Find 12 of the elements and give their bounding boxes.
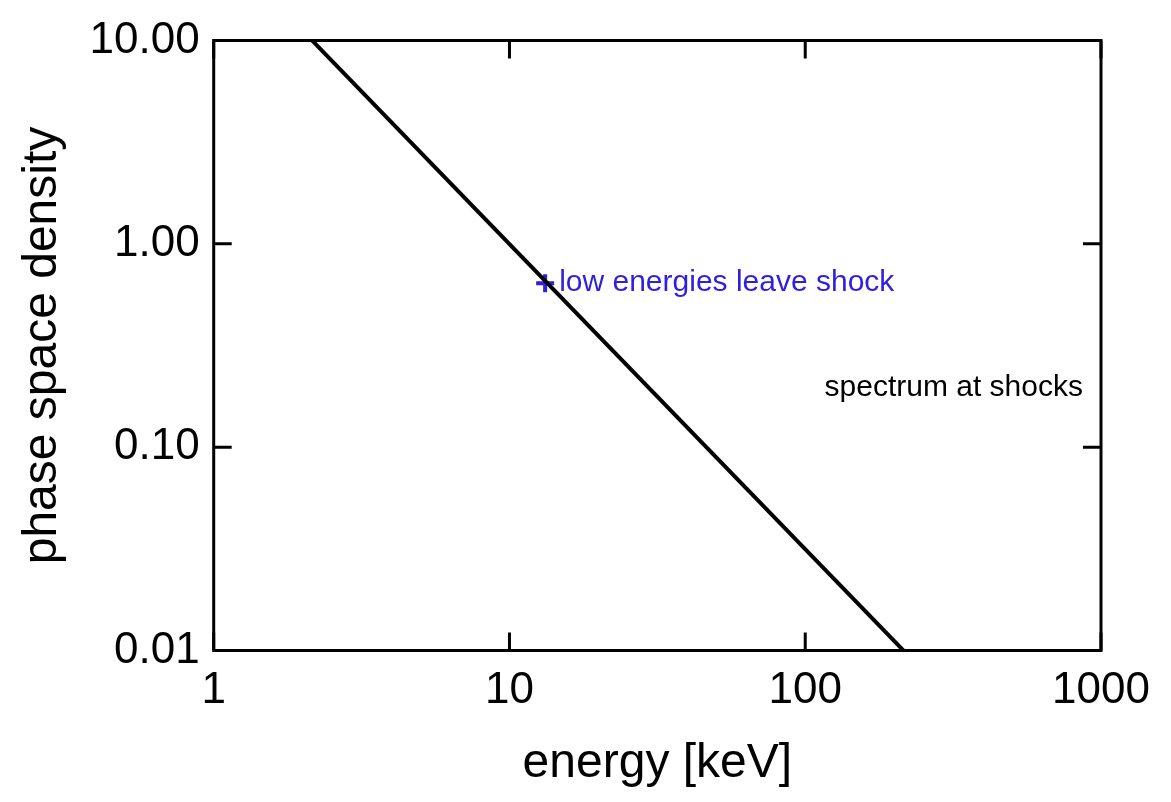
series-label: low energies leave shock	[559, 264, 896, 298]
x-axis-title: energy [keV]	[522, 734, 793, 788]
x-tick-label: 1	[201, 663, 226, 713]
x-tick-label: 1000	[1052, 663, 1150, 713]
y-tick-label: 0.01	[114, 622, 200, 672]
text: spectrum at shocks	[824, 369, 1083, 403]
y-tick-label: 10.00	[89, 12, 200, 62]
x-tick-label: 10	[485, 663, 534, 713]
y-axis-title: phase space density	[13, 126, 67, 565]
y-tick-label: 0.10	[114, 419, 200, 469]
x-tick-label: 100	[768, 663, 842, 713]
y-tick-label: 1.00	[114, 215, 200, 265]
